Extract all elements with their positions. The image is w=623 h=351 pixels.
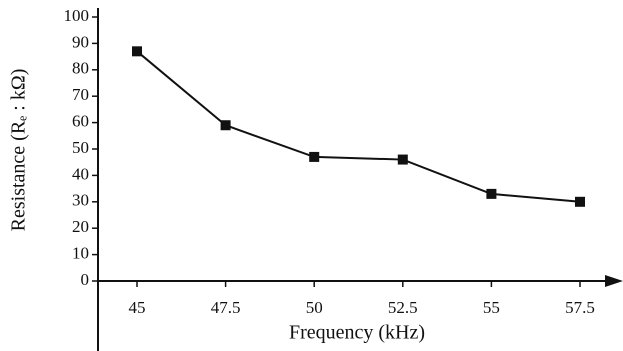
x-tick-label: 52.5 xyxy=(388,298,418,317)
y-tick-label: 50 xyxy=(72,138,89,157)
y-tick-label: 90 xyxy=(72,32,89,51)
x-tick-label: 45 xyxy=(129,298,146,317)
point xyxy=(486,188,497,199)
y-tick-label: 0 xyxy=(81,270,90,289)
y-tick-label: 40 xyxy=(72,164,89,183)
point xyxy=(575,196,585,207)
x-tick-label: 47.5 xyxy=(211,298,241,317)
y-tick-label: 20 xyxy=(72,217,89,236)
y-tick-label: 60 xyxy=(72,112,89,131)
x-axis-label: Frequency (kHz) xyxy=(289,322,425,344)
x-tick-label: 57.5 xyxy=(565,298,595,317)
y-tick-label: 30 xyxy=(72,191,89,210)
x-axis-arrow xyxy=(605,275,623,287)
y-axis-label: Resistance (Rₑ : kΩ) xyxy=(8,69,30,232)
y-tick-label: 70 xyxy=(72,85,89,104)
y-tick-label: 100 xyxy=(64,6,90,25)
y-tick-label: 10 xyxy=(72,244,89,263)
y-tick-label: 80 xyxy=(72,59,89,78)
x-tick-label: 55 xyxy=(483,298,500,317)
point xyxy=(220,120,231,131)
x-tick-label: 50 xyxy=(306,298,323,317)
point xyxy=(397,154,408,165)
point xyxy=(132,46,142,57)
line xyxy=(136,50,581,203)
point xyxy=(309,151,320,162)
